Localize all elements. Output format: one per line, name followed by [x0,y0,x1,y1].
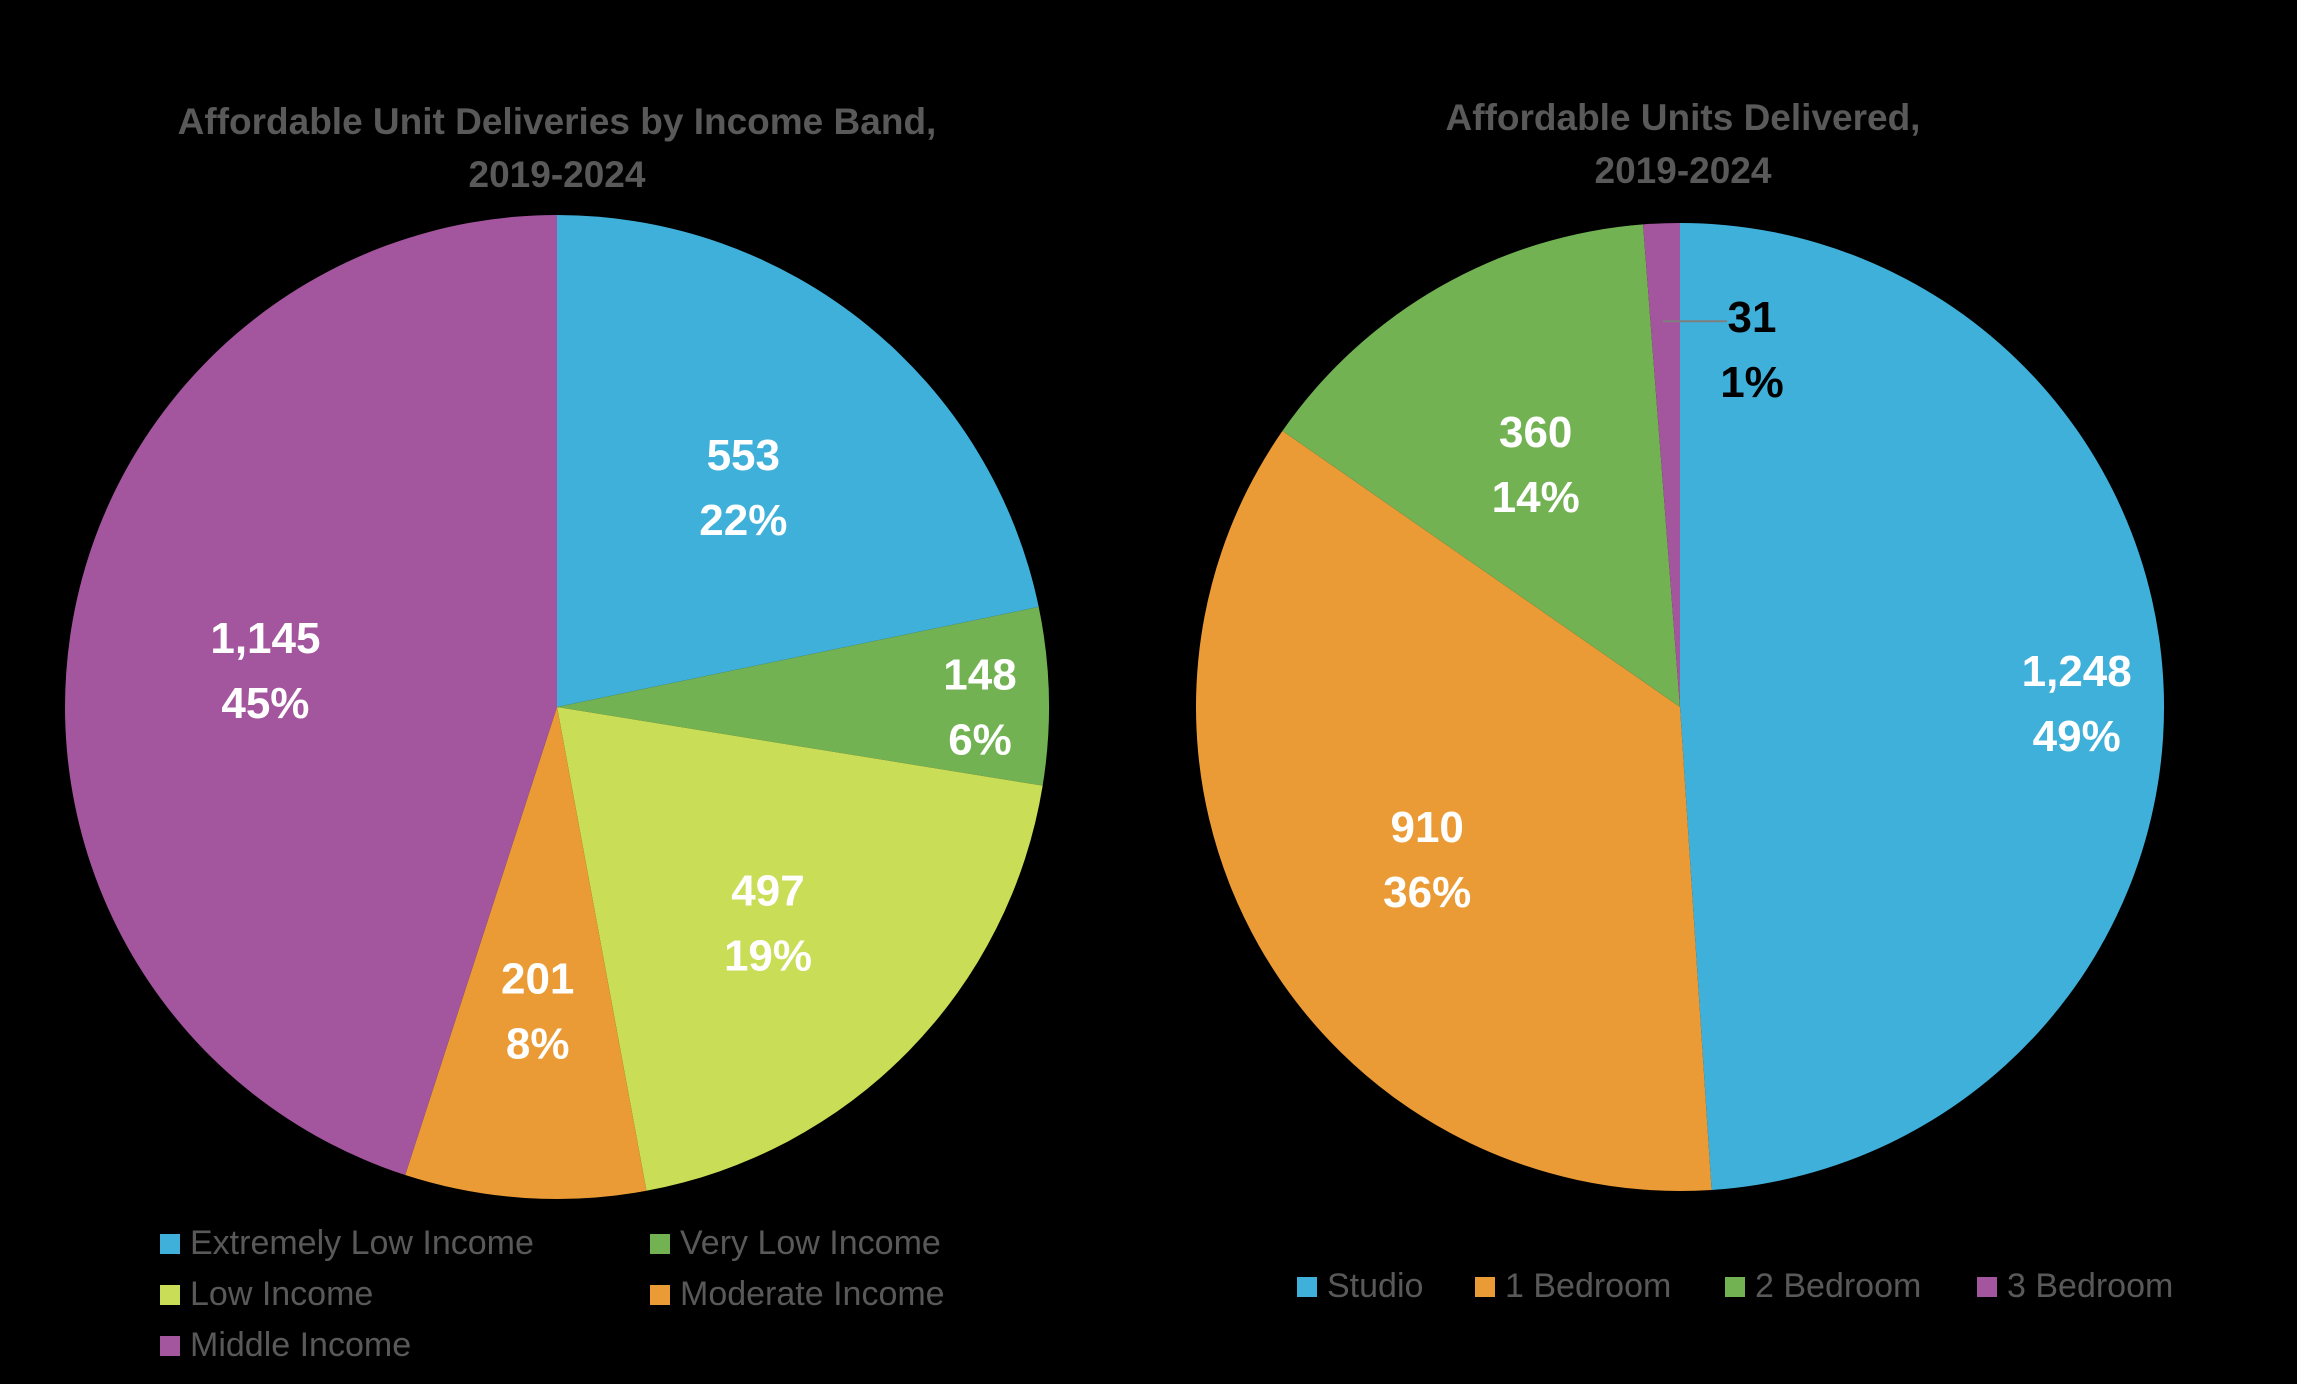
legend-item-2-bedroom: 2 Bedroom [1725,1267,1921,1305]
income-chart-title: Affordable Unit Deliveries by Income Ban… [178,101,937,142]
bedroom-chart-subtitle: 2019-2024 [1595,150,1772,191]
legend-item-middle-income: Middle Income [160,1326,411,1364]
legend-item-very-low-income: Very Low Income [650,1224,941,1262]
legend-item-low-income: Low Income [160,1275,373,1313]
legend-label-extremely-low-income: Extremely Low Income [190,1224,534,1262]
legend-label-moderate-income: Moderate Income [680,1275,945,1313]
legend-swatch-3-bedroom [1977,1277,1997,1297]
percent-label-very-low-income: 6% [948,716,1012,765]
percent-label-studio: 49% [2033,712,2121,761]
legend-swatch-studio [1297,1277,1317,1297]
percent-label-3-bedroom: 1% [1720,358,1784,407]
slice-moderate-income [405,707,647,1200]
legend-label-middle-income: Middle Income [190,1326,411,1364]
income-pie: 553 22% 148 6% 497 19% 201 8% 1,145 45% [65,215,1049,1200]
slice-1-bedroom [1195,430,1712,1192]
income-legend: Extremely Low Income Very Low Income Low I… [160,1224,945,1364]
value-label-3-bedroom: 31 [1728,293,1777,342]
slice-low-income [557,707,1043,1191]
bedroom-chart-title: Affordable Units Delivered, [1446,97,1921,138]
percent-label-middle-income: 45% [221,679,309,728]
legend-item-studio: Studio [1297,1267,1423,1305]
value-label-2-bedroom: 360 [1499,408,1572,457]
percent-label-2-bedroom: 14% [1492,473,1580,522]
value-label-low-income: 497 [731,866,804,915]
legend-swatch-extremely-low-income [160,1234,180,1254]
legend-swatch-middle-income [160,1336,180,1356]
value-label-moderate-income: 201 [501,955,574,1004]
legend-item-1-bedroom: 1 Bedroom [1475,1267,1671,1305]
value-label-very-low-income: 148 [943,651,1016,700]
value-label-studio: 1,248 [2022,647,2132,696]
income-band-chart: Affordable Unit Deliveries by Income Ban… [65,101,1049,1364]
legend-label-studio: Studio [1327,1267,1423,1305]
legend-swatch-low-income [160,1285,180,1305]
legend-swatch-moderate-income [650,1285,670,1305]
legend-swatch-1-bedroom [1475,1277,1495,1297]
income-chart-subtitle: 2019-2024 [469,154,646,195]
percent-label-extremely-low-income: 22% [699,496,787,545]
value-label-middle-income: 1,145 [210,614,320,663]
slice-3-bedroom [1643,223,1680,707]
legend-label-2-bedroom: 2 Bedroom [1755,1267,1921,1305]
legend-item-3-bedroom: 3 Bedroom [1977,1267,2173,1305]
legend-label-1-bedroom: 1 Bedroom [1505,1267,1671,1305]
value-label-extremely-low-income: 553 [707,431,780,480]
legend-label-3-bedroom: 3 Bedroom [2007,1267,2173,1305]
bedroom-pie: 1,248 49% 910 36% 360 14% 31 1% [1195,223,2165,1192]
slice-middle-income [65,215,557,1175]
legend-item-moderate-income: Moderate Income [650,1275,945,1313]
bedroom-chart: Affordable Units Delivered, 2019-2024 1,… [1195,97,2173,1305]
percent-label-low-income: 19% [724,931,812,980]
slice-very-low-income [557,606,1049,786]
legend-label-low-income: Low Income [190,1275,373,1313]
legend-item-extremely-low-income: Extremely Low Income [160,1224,534,1262]
slice-studio [1680,223,2165,1190]
percent-label-1-bedroom: 36% [1383,868,1471,917]
legend-swatch-2-bedroom [1725,1277,1745,1297]
slice-extremely-low-income [557,215,1039,707]
bedroom-legend: Studio 1 Bedroom 2 Bedroom 3 Bedroom [1297,1267,2173,1305]
percent-label-moderate-income: 8% [506,1020,570,1069]
slice-2-bedroom [1282,224,1680,707]
value-label-1-bedroom: 910 [1390,803,1463,852]
legend-label-very-low-income: Very Low Income [680,1224,941,1262]
legend-swatch-very-low-income [650,1234,670,1254]
